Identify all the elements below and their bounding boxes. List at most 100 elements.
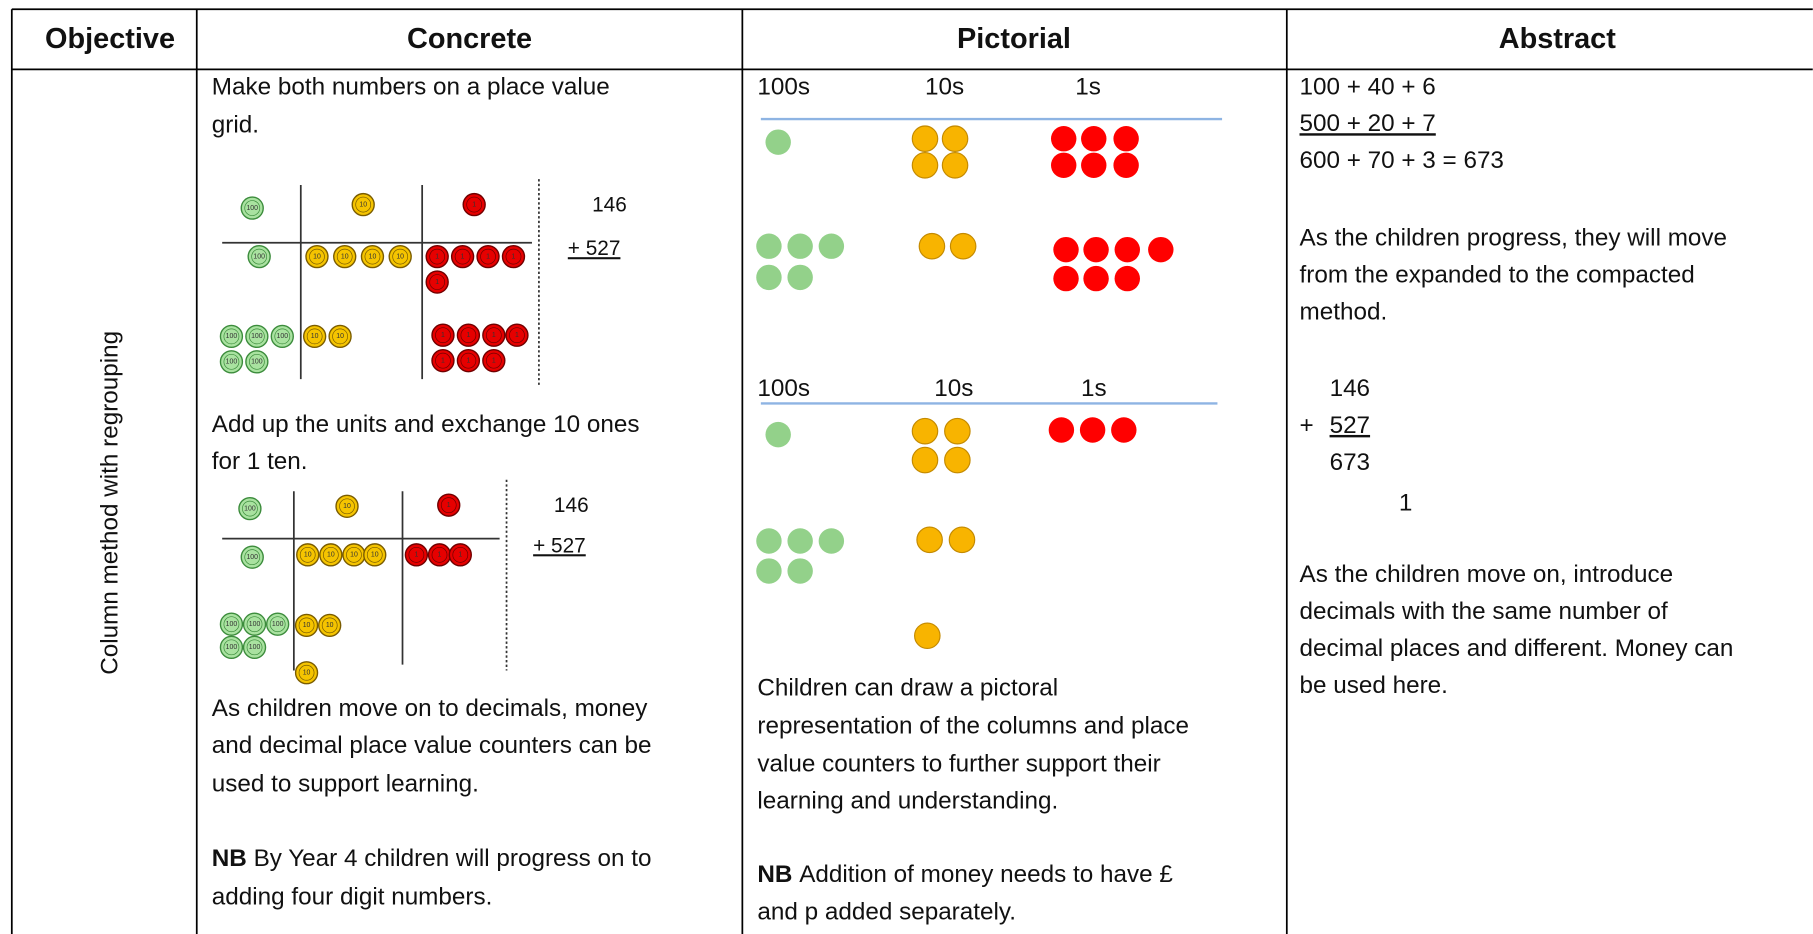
- counter-label: 1: [512, 253, 516, 260]
- counter: [1114, 236, 1140, 263]
- counter-ring: [223, 353, 240, 370]
- counter-ring: [355, 196, 372, 213]
- text-line: grid.: [212, 111, 259, 138]
- counter-label: 1: [492, 357, 496, 364]
- counter: [1083, 236, 1109, 263]
- counter-label: 1: [414, 552, 418, 559]
- sum-number: 146: [554, 494, 589, 517]
- counter: [1083, 265, 1109, 292]
- counter-label: 1: [466, 332, 470, 339]
- counter-ring: [321, 617, 338, 634]
- counter-ring: [249, 353, 265, 370]
- counter: [1111, 417, 1137, 443]
- counter: [944, 446, 971, 474]
- counter-label: 10: [359, 201, 367, 208]
- text-line: representation of the columns and place: [757, 712, 1189, 739]
- counter-ring: [440, 497, 457, 514]
- text-line: decimals with the same number of: [1300, 598, 1668, 625]
- counter: [787, 264, 813, 291]
- counter-label: 10: [303, 622, 311, 629]
- counter-ring: [466, 196, 483, 213]
- counter-label: 10: [304, 552, 312, 559]
- counter-label: 1: [515, 332, 519, 339]
- column-label: 10s: [934, 375, 973, 402]
- counter-label: 10: [311, 333, 319, 340]
- counter-label: 100: [226, 621, 238, 628]
- counter-ring: [364, 248, 381, 265]
- counter-ring: [246, 616, 263, 633]
- counter: [1081, 125, 1107, 152]
- counter-label: 10: [350, 552, 358, 559]
- counter-ring: [366, 546, 383, 563]
- counter-label: 1: [492, 332, 496, 339]
- counter: [918, 232, 946, 260]
- counter-label: 1: [438, 552, 442, 559]
- text-line: method.: [1300, 299, 1388, 326]
- counter: [911, 125, 939, 153]
- counter-ring: [298, 617, 315, 634]
- column-number: 527: [1330, 412, 1371, 439]
- counter-ring: [322, 546, 339, 563]
- counter: [787, 558, 813, 584]
- counter-ring: [480, 248, 496, 265]
- text-line: Addition of money needs to have £: [799, 862, 1173, 889]
- counter-label: 100: [244, 505, 256, 512]
- text-line: be used here.: [1300, 672, 1448, 699]
- counter-ring: [454, 248, 471, 265]
- counter: [1050, 152, 1077, 179]
- counter-label: 10: [371, 552, 379, 559]
- place-value-grid: [222, 179, 540, 671]
- counter-label: 1: [435, 253, 439, 260]
- counter-label: 10: [369, 253, 377, 260]
- counter: [916, 526, 943, 554]
- counter-label: 1: [447, 502, 451, 509]
- counter: [914, 622, 941, 650]
- nb-line: NB By Year 4 children will progress on t…: [212, 845, 652, 872]
- counter-ring: [309, 248, 325, 265]
- counter-label: 100: [226, 359, 238, 366]
- counter: [1050, 125, 1077, 152]
- counter-ring: [336, 248, 353, 265]
- counter: [818, 528, 845, 554]
- text-line: Add up the units and exchange 10 ones: [212, 411, 640, 438]
- counter-label: 100: [226, 644, 238, 651]
- counter-label: 10: [396, 253, 404, 260]
- counter-label: 100: [251, 359, 263, 366]
- header: Pictorial: [957, 23, 1071, 55]
- counter-label: 10: [326, 622, 334, 629]
- counter-ring: [249, 328, 265, 345]
- column-label: 10s: [925, 73, 964, 100]
- counter-label: 1: [441, 357, 445, 364]
- counter: [1053, 236, 1079, 263]
- counter-ring: [298, 664, 315, 681]
- counter-ring: [223, 616, 240, 633]
- counter: [941, 125, 969, 153]
- counter-label: 1: [441, 332, 445, 339]
- counter-label: 100: [249, 621, 261, 628]
- counter-label: 100: [277, 333, 289, 340]
- counter-ring: [429, 274, 446, 290]
- counter-ring: [244, 200, 261, 216]
- counter-label: 100: [253, 253, 265, 260]
- counter-ring: [431, 546, 448, 563]
- counter-ring: [429, 248, 446, 265]
- sum-number: 146: [592, 193, 627, 216]
- counter-ring: [339, 498, 355, 515]
- counter-ring: [246, 639, 263, 656]
- counter-ring: [244, 549, 261, 566]
- sum-number: + 527: [568, 237, 621, 260]
- counter: [1113, 125, 1139, 152]
- counter-ring: [223, 328, 240, 345]
- counter: [948, 526, 976, 554]
- counter: [787, 528, 813, 554]
- counter: [756, 558, 782, 584]
- counter-ring: [299, 546, 316, 563]
- counter-label: 10: [303, 670, 311, 677]
- counter: [756, 528, 782, 554]
- text-line: As children move on to decimals, money: [212, 695, 648, 722]
- column-label: 1s: [1075, 73, 1101, 100]
- counter-label: 100: [251, 333, 263, 340]
- counter-label: 10: [313, 253, 321, 260]
- text-line: As the children move on, introduce: [1300, 561, 1674, 588]
